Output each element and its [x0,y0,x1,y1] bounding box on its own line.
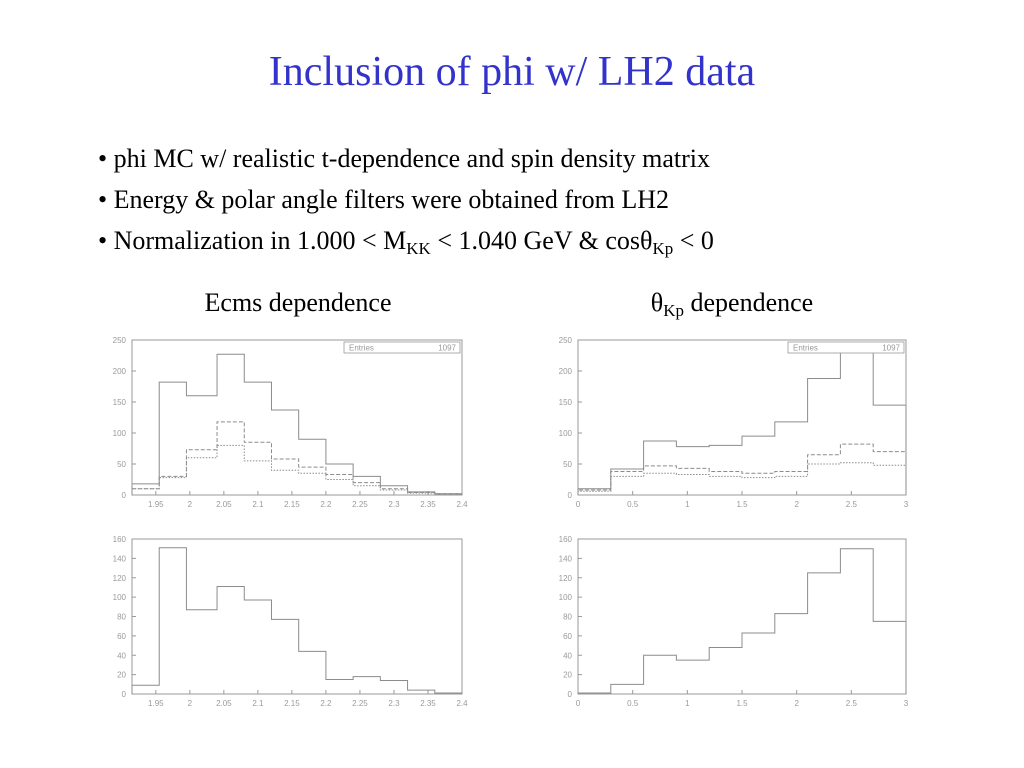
y-tick-label: 140 [559,554,573,563]
ecms-histogram-top: 0 50 100 150 200 250 1.95 2 2.05 2.1 2.15 2.2 2.25 2.… [113,336,468,509]
heading-text: dependence [684,288,814,317]
histogram-series-dashed [577,443,907,495]
x-tick-label: 2.5 [846,699,858,708]
x-tick-label: 2.2 [320,500,332,509]
theta-column-heading: θKp dependence [552,288,912,320]
y-tick-label: 160 [559,535,573,544]
bullet-item: • Normalization in 1.000 < MKK < 1.040 G… [98,220,714,261]
x-tick-label: 0.5 [627,500,639,509]
x-tick-label: 2.5 [846,500,858,509]
y-tick-label: 20 [117,671,126,680]
y-tick-label: 140 [113,554,127,563]
y-tick-label: 250 [113,336,127,345]
theta-histogram-top: 0 50 100 150 200 250 0 0.5 1 1.5 2 2.5 3 Entries 1097 [559,336,909,509]
y-tick-label: 0 [122,491,127,500]
stats-label: Entries [349,344,374,353]
slide-title: Inclusion of phi w/ LH2 data [268,49,756,95]
y-tick-label: 60 [117,632,126,641]
x-tick-label: 2.15 [284,500,300,509]
x-tick-label: 0.5 [627,699,639,708]
histogram-series-dotted [577,462,907,495]
bullet-item: • phi MC w/ realistic t-dependence and s… [98,144,711,173]
x-tick-label: 2.25 [352,699,368,708]
histogram-series-solid [577,548,907,694]
histogram-series-dashed [131,421,463,495]
x-tick-label: 2 [794,500,799,509]
x-tick-label: 2 [188,500,193,509]
y-tick-label: 50 [117,460,126,469]
y-tick-label: 120 [559,574,573,583]
y-tick-label: 50 [563,460,572,469]
x-tick-label: 3 [904,699,909,708]
plot-frame [577,538,907,695]
x-tick-label: 2.1 [252,500,264,509]
stats-box [787,341,905,354]
x-tick-label: 0 [576,500,581,509]
y-tick-label: 80 [563,613,572,622]
x-tick-label: 1.5 [736,699,748,708]
y-tick-label: 20 [563,671,572,680]
stats-value: 1097 [882,344,900,353]
y-tick-label: 60 [563,632,572,641]
x-tick-label: 2.35 [420,500,436,509]
x-tick-label: 0 [576,699,581,708]
y-tick-label: 100 [113,429,127,438]
stats-box [343,341,461,354]
bullet-text: < 0 [673,226,714,255]
x-tick-label: 2.05 [216,500,232,509]
y-tick-label: 100 [113,593,127,602]
ecms-histogram-bottom: 0 20 40 60 80 100 120 140 160 1.95 2 2.05 2.1 2.15 2.2… [113,535,468,708]
x-tick-label: 2.25 [352,500,368,509]
x-tick-label: 2 [188,699,193,708]
theta-histogram-bottom: 0 20 40 60 80 100 120 140 160 0 0.5 1 1.5 2 2.5 3 [559,535,909,708]
x-tick-label: 2.4 [456,500,468,509]
x-tick-label: 2.3 [388,699,400,708]
y-tick-label: 150 [113,398,127,407]
x-tick-label: 2.35 [420,699,436,708]
bullet-text: • Normalization in 1.000 < M [98,226,407,255]
bullet-text: < 1.040 GeV & cosθ [430,226,653,255]
y-tick-label: 40 [563,651,572,660]
x-tick-label: 2.3 [388,500,400,509]
histogram-series-solid [131,353,463,495]
histogram-series-dotted [131,444,463,495]
y-tick-label: 0 [568,690,573,699]
y-tick-label: 250 [559,336,573,345]
x-tick-label: 2.15 [284,699,300,708]
stats-value: 1097 [438,344,456,353]
histogram-series-solid [131,547,463,694]
bullet-item: • Energy & polar angle filters were obta… [98,185,670,214]
x-tick-label: 1.5 [736,500,748,509]
y-tick-label: 0 [568,491,573,500]
x-tick-label: 1 [685,699,690,708]
y-tick-label: 200 [559,367,573,376]
ecms-column-heading: Ecms dependence [204,288,392,317]
plot-frame [131,339,463,496]
x-tick-label: 2.2 [320,699,332,708]
theta-symbol: θ [650,288,664,317]
subscript-kk: KK [406,239,431,258]
x-tick-label: 1 [685,500,690,509]
y-tick-label: 200 [113,367,127,376]
x-tick-label: 2.4 [456,699,468,708]
subscript-kp: Kp [652,239,674,258]
x-tick-label: 2.1 [252,699,264,708]
y-tick-label: 0 [122,690,127,699]
y-tick-label: 120 [113,574,127,583]
subscript-kp: Kp [663,301,685,320]
bullet-list: • phi MC w/ realistic t-dependence and s… [98,138,714,261]
y-tick-label: 100 [559,593,573,602]
y-tick-label: 160 [113,535,127,544]
x-tick-label: 1.95 [148,500,164,509]
y-tick-label: 40 [117,651,126,660]
x-tick-label: 3 [904,500,909,509]
y-tick-label: 80 [117,613,126,622]
x-tick-label: 2.05 [216,699,232,708]
y-tick-label: 150 [559,398,573,407]
plot-frame [131,538,463,695]
stats-label: Entries [793,344,818,353]
y-tick-label: 100 [559,429,573,438]
x-tick-label: 2 [794,699,799,708]
x-tick-label: 1.95 [148,699,164,708]
